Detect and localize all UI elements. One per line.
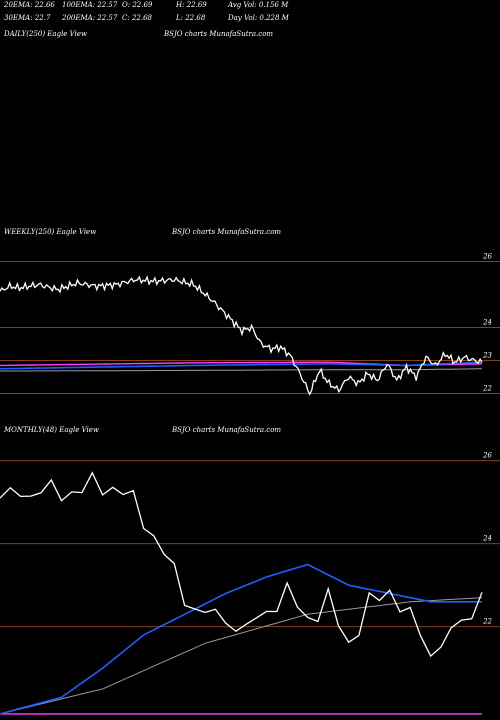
weekly-tick-label: 22: [482, 385, 492, 393]
weekly-ma-magenta-line: [0, 361, 482, 367]
weekly-panel-title: WEEKLY(250) Eagle View: [4, 228, 97, 236]
monthly-tick-label: 26: [482, 452, 492, 460]
monthly-panel-title: MONTHLY(48) Eagle View: [4, 426, 99, 434]
weekly-panel-brand: BSJO charts MunafaSutra.com: [172, 228, 282, 236]
monthly-tick-label: 22: [482, 618, 492, 626]
stat-avg-vol: Avg Vol: 0.156 M: [228, 1, 289, 9]
daily-panel-title: DAILY(250) Eagle View: [4, 30, 87, 38]
stat-ema200: 200EMA: 22.57: [62, 14, 118, 22]
monthly-ma-blue-line: [0, 563, 482, 715]
monthly-price-line: [0, 471, 483, 658]
stat-low: L: 22.68: [176, 14, 206, 22]
stat-high: H: 22.69: [176, 1, 207, 9]
stat-ema20: 20EMA: 22.66: [4, 1, 55, 9]
stat-open: O: 22.69: [122, 1, 153, 9]
monthly-tick-label: 24: [482, 535, 492, 543]
weekly-ma-blue-line: [0, 361, 482, 370]
stat-day-vol: Day Vol: 0.228 M: [228, 14, 289, 22]
weekly-tick-label: 26: [482, 253, 492, 261]
monthly-ma-gray-line: [0, 597, 483, 715]
stat-ema30: 30EMA: 22.7: [4, 14, 51, 22]
monthly-panel-brand: BSJO charts MunafaSutra.com: [172, 426, 282, 434]
stat-close: C: 22.68: [122, 14, 152, 22]
daily-panel-brand: BSJO charts MunafaSutra.com: [164, 30, 274, 38]
weekly-price-line: [0, 275, 483, 396]
weekly-ma-gray-line: [0, 368, 482, 372]
weekly-tick-label: 23: [482, 352, 492, 360]
stat-ema100: 100EMA: 22.57: [62, 1, 118, 9]
weekly-tick-label: 24: [482, 319, 492, 327]
